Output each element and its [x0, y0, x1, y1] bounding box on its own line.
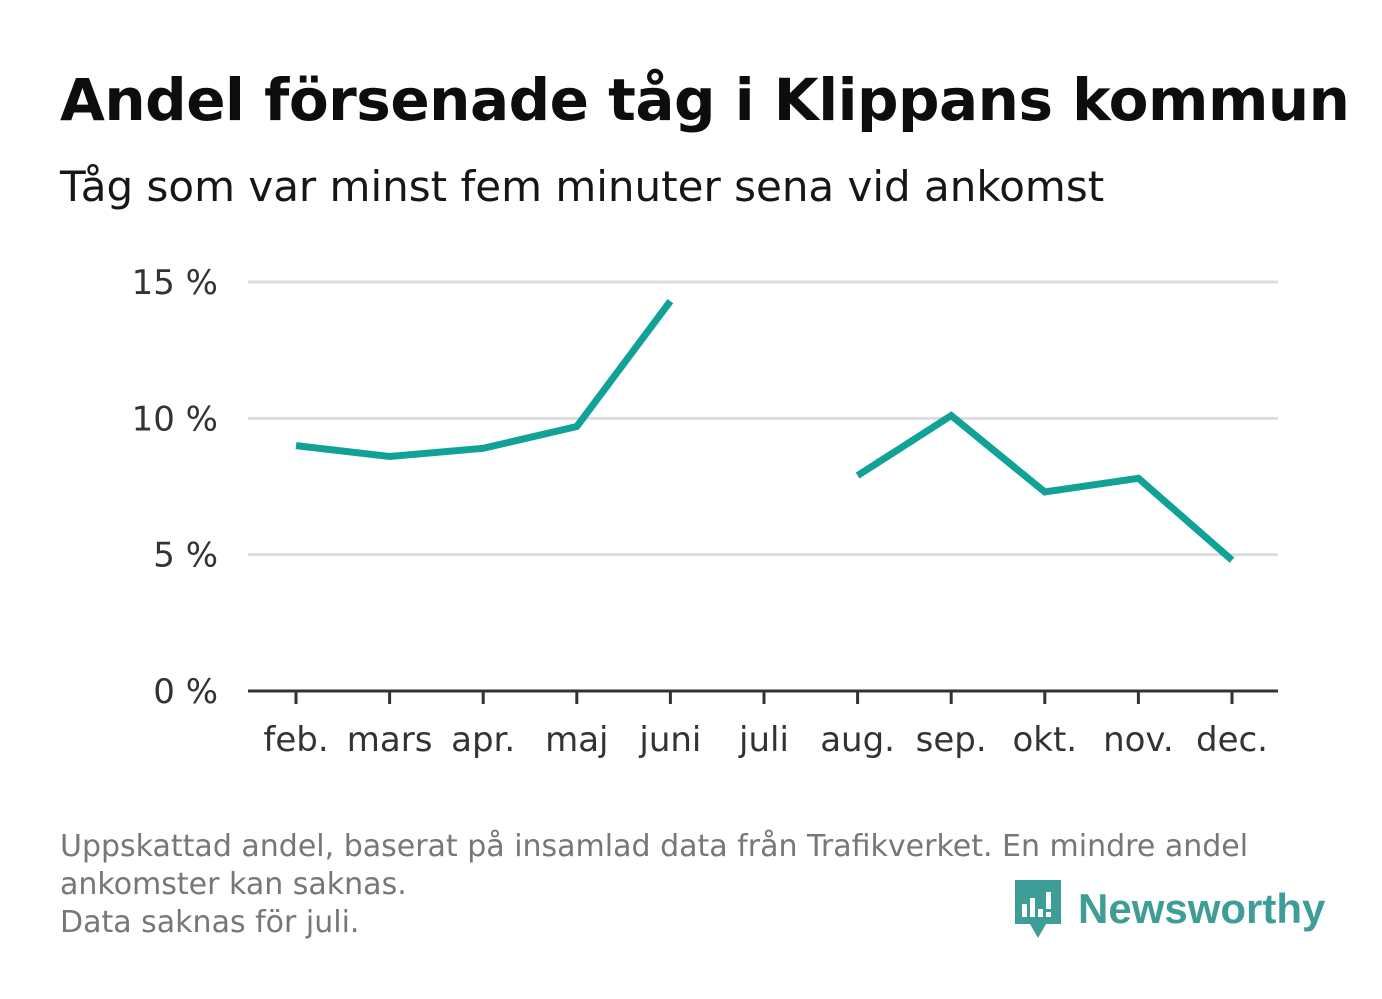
footer-note-line-1: Uppskattad andel, baserat på insamlad da…: [60, 829, 1249, 864]
y-tick-label: 5 %: [153, 536, 218, 576]
footer-note-line-2: ankomster kan saknas.: [60, 867, 407, 902]
x-tick-label: nov.: [1103, 720, 1174, 760]
x-tick-label: dec.: [1196, 720, 1268, 760]
x-tick-label: feb.: [263, 720, 328, 760]
x-tick-label: okt.: [1012, 720, 1077, 760]
x-tick-label: apr.: [451, 720, 515, 760]
series-line-segment: [855, 411, 1235, 563]
x-tick-label: juni: [638, 720, 701, 760]
y-axis-ticks: 0 % 5 % 10 % 15 %: [132, 263, 218, 712]
y-tick-label: 0 %: [153, 672, 218, 712]
newsworthy-logo-icon: [1015, 880, 1061, 938]
line-chart: 0 % 5 % 10 % 15 % feb. mars apr. maj juni juli au…: [132, 263, 1278, 760]
x-axis-ticks: feb. mars apr. maj juni juli aug. sep. okt. nov. d…: [263, 691, 1268, 760]
y-tick-label: 15 %: [132, 263, 218, 303]
chart-subtitle: Tåg som var minst fem minuter sena vid a…: [60, 162, 1105, 211]
footer-note: Uppskattad andel, baserat på insamlad da…: [60, 828, 1320, 942]
brand-name: Newsworthy: [1078, 885, 1326, 932]
y-tick-label: 10 %: [132, 399, 218, 439]
footer-note-line-3: Data saknas för juli.: [60, 905, 360, 940]
x-tick-label: juli: [738, 720, 789, 760]
series-lines: [295, 299, 1235, 563]
newsworthy-brand: Newsworthy: [1012, 878, 1325, 940]
x-tick-label: sep.: [916, 720, 987, 760]
series-line-segment: [295, 299, 674, 461]
x-tick-label: mars: [347, 720, 433, 760]
chart-title: Andel försenade tåg i Klippans kommun: [60, 66, 1350, 134]
x-tick-label: aug.: [820, 720, 895, 760]
x-tick-label: maj: [545, 720, 608, 760]
gridlines: [248, 280, 1278, 557]
